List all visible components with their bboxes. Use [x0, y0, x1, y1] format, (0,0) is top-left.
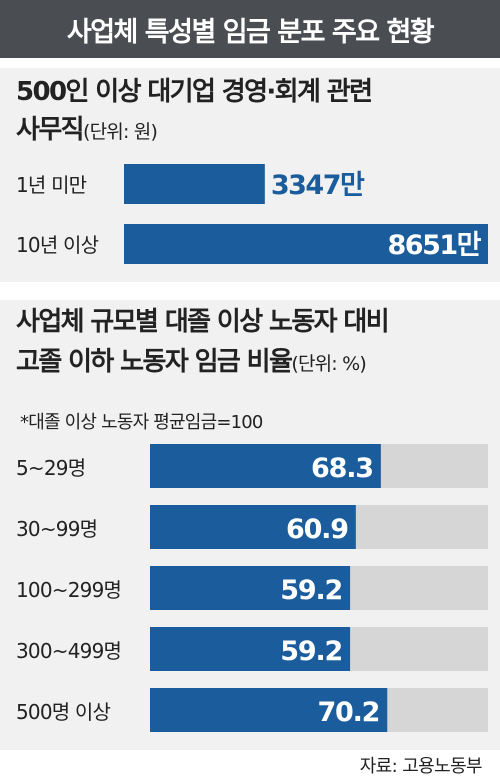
- bar: [150, 444, 381, 488]
- panel2-note: *대졸 이상 노동자 평균임금=100: [20, 412, 263, 433]
- category-label: 100~299명: [16, 578, 121, 602]
- source-credit: 자료: 고용노동부: [359, 756, 483, 777]
- panel-large-firm-salary: 500인 이상 대기업 경영·회계 관련 사무직(단위: 원) 1년 미만 334…: [0, 68, 500, 282]
- category-label: 1년 미만: [16, 173, 87, 197]
- value-label: 70.2: [317, 697, 379, 728]
- value-label: 68.3: [311, 453, 373, 484]
- panel1-unit: (단위: 원): [82, 121, 158, 143]
- value-label: 59.2: [280, 575, 342, 606]
- panel2-title-line2: 고졸 이하 노동자 임금 비율(단위: %): [16, 344, 367, 382]
- value-label: 3347만: [271, 170, 365, 201]
- panel2-title-line2-text: 고졸 이하 노동자 임금 비율: [16, 347, 293, 377]
- panel1-title-line2: 사무직(단위: 원): [16, 112, 158, 150]
- bar: [124, 164, 265, 204]
- bar: [150, 505, 356, 549]
- panel2-unit: (단위: %): [291, 353, 367, 375]
- bar: [124, 224, 488, 264]
- category-label: 10년 이상: [16, 233, 99, 257]
- category-label: 5~29명: [16, 456, 85, 480]
- bar: [150, 627, 351, 671]
- bar: [150, 688, 388, 732]
- value-label: 8651만: [388, 230, 482, 261]
- chart-title: 사업체 특성별 임금 분포 주요 현황: [0, 0, 500, 58]
- category-label: 500명 이상: [16, 700, 111, 724]
- panel1-title-line2-text: 사무직: [16, 115, 85, 145]
- panel2-title-line1: 사업체 규모별 대졸 이상 노동자 대비: [16, 307, 390, 337]
- panel1-bar-chart: 1년 미만 3347만 10년 이상 8651만: [16, 164, 488, 264]
- bar: [150, 566, 351, 610]
- value-label: 59.2: [280, 636, 342, 667]
- panel2-bar-chart: 5~29명 68.3 30~99명 60.9 100~299명 59.2 300~499명 5…: [16, 444, 488, 732]
- panel-wage-ratio: 사업체 규모별 대졸 이상 노동자 대비 고졸 이하 노동자 임금 비율(단위:…: [0, 300, 500, 750]
- panel1-title-line1: 500인 이상 대기업 경영·회계 관련: [16, 77, 373, 107]
- value-label: 60.9: [286, 514, 348, 545]
- category-label: 30~99명: [16, 517, 97, 541]
- category-label: 300~499명: [16, 639, 121, 663]
